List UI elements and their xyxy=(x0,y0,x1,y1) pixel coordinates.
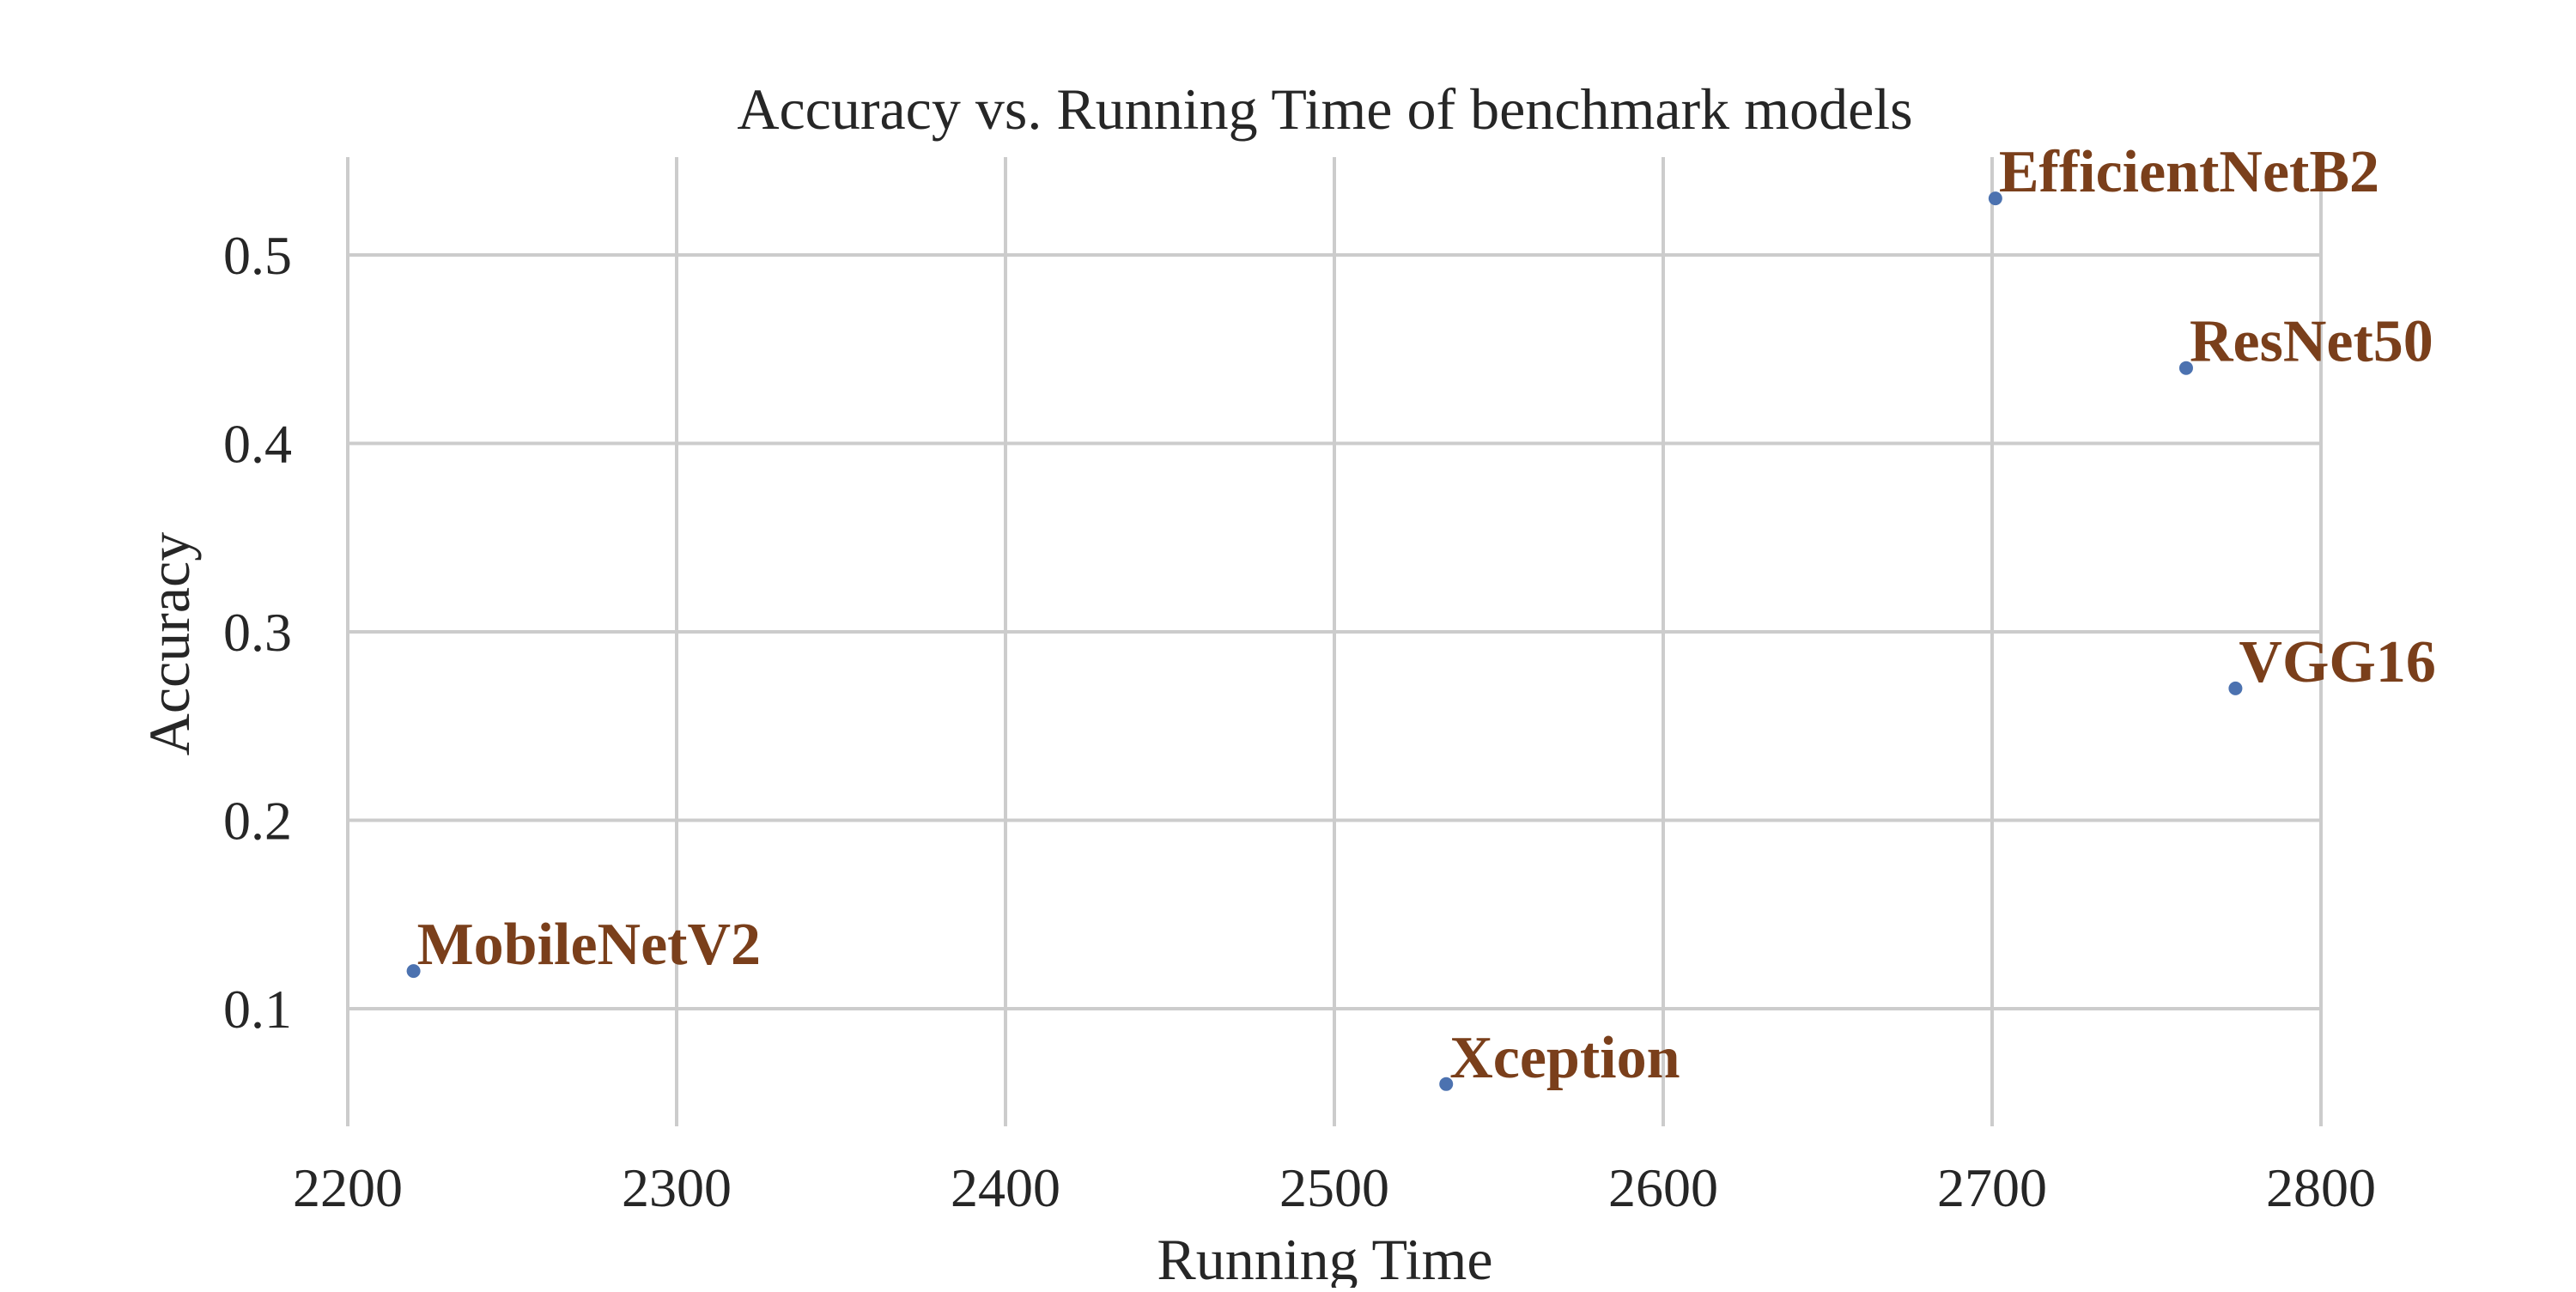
data-point-label: ResNet50 xyxy=(2190,309,2433,375)
x-tick-label: 2700 xyxy=(1937,1157,2047,1218)
y-tick-label: 0.4 xyxy=(223,414,292,475)
data-point xyxy=(2228,681,2243,695)
y-tick-labels: 0.1 0.2 0.3 0.4 0.5 xyxy=(223,225,292,1040)
chart-title: Accuracy vs. Running Time of benchmark m… xyxy=(737,76,1912,142)
data-points xyxy=(406,191,2243,1091)
x-tick-label: 2800 xyxy=(2266,1157,2376,1218)
x-tick-label: 2400 xyxy=(951,1157,1060,1218)
x-tick-label: 2500 xyxy=(1279,1157,1389,1218)
x-tick-label: 2300 xyxy=(622,1157,732,1218)
data-point xyxy=(406,964,421,979)
data-point-label: MobileNetV2 xyxy=(417,912,761,978)
data-point xyxy=(1988,191,2002,206)
y-tick-label: 0.2 xyxy=(223,791,292,852)
y-tick-label: 0.5 xyxy=(223,225,292,286)
x-axis-label: Running Time xyxy=(1157,1227,1492,1288)
x-tick-label: 2600 xyxy=(1608,1157,1718,1218)
data-point-label: VGG16 xyxy=(2239,629,2435,695)
point-labels: EfficientNetB2 ResNet50 VGG16 MobileNetV2 Xc… xyxy=(417,139,2436,1091)
data-point xyxy=(2178,361,2193,375)
y-axis-label: Accuracy xyxy=(137,532,202,755)
grid-lines xyxy=(346,157,2323,1126)
x-tick-labels: 2200 2300 2400 2500 2600 2700 2800 xyxy=(293,1157,2376,1218)
data-point-label: EfficientNetB2 xyxy=(1999,139,2379,205)
data-point-label: Xception xyxy=(1449,1025,1680,1091)
data-point xyxy=(1439,1077,1454,1091)
y-tick-label: 0.3 xyxy=(223,602,292,663)
x-tick-label: 2200 xyxy=(293,1157,403,1218)
y-tick-label: 0.1 xyxy=(223,979,292,1040)
